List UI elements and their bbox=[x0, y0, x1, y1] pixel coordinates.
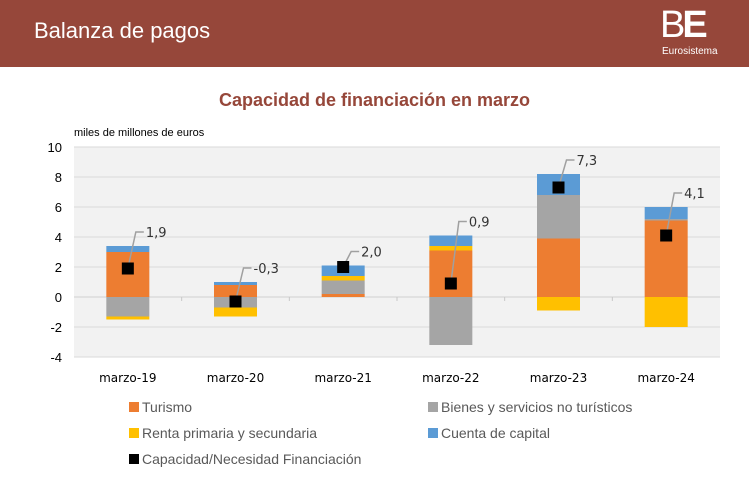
data-label: 1,9 bbox=[146, 226, 167, 241]
data-label: 4,1 bbox=[684, 187, 705, 202]
bar-segment-renta-primaria-y-secundaria bbox=[106, 316, 150, 320]
stacked-bar-chart: miles de millones de euros 10 8 6 4 2 0 -2 -4 1… bbox=[48, 127, 720, 385]
bar-segment-renta-primaria-y-secundaria bbox=[429, 246, 473, 251]
y-axis-label: miles de millones de euros bbox=[74, 127, 205, 139]
y-tick-label: 2 bbox=[55, 260, 62, 275]
legend-swatch bbox=[129, 402, 139, 412]
legend-label: Capacidad/Necesidad Financiación bbox=[142, 451, 362, 467]
legend-swatch bbox=[129, 428, 139, 438]
header-bar: Balanza de pagos BE Eurosistema bbox=[0, 0, 749, 67]
legend-swatch bbox=[428, 402, 438, 412]
bar-segment-cuenta-de-capital bbox=[106, 246, 150, 252]
capacity-marker bbox=[660, 229, 673, 242]
legend-item: Capacidad/Necesidad Financiación bbox=[129, 451, 361, 467]
capacity-marker bbox=[444, 277, 457, 290]
legend-label: Bienes y servicios no turísticos bbox=[441, 399, 633, 415]
x-tick-label: marzo-22 bbox=[422, 371, 479, 385]
legend-item: Renta primaria y secundaria bbox=[129, 425, 317, 441]
bar-segment-renta-primaria-y-secundaria bbox=[321, 276, 365, 281]
banco-de-espana-logo: BE Eurosistema bbox=[660, 6, 720, 60]
page-title: Balanza de pagos bbox=[34, 18, 211, 43]
bar-segment-turismo bbox=[214, 285, 257, 297]
logo-letter-b: B bbox=[660, 4, 685, 46]
y-tick-label: 4 bbox=[55, 230, 62, 245]
bar-segment-turismo bbox=[537, 238, 580, 297]
capacity-marker bbox=[552, 181, 565, 194]
y-tick-label: 8 bbox=[55, 170, 62, 185]
legend-item: Turismo bbox=[129, 399, 192, 415]
logo-mark: BE bbox=[660, 4, 708, 46]
x-tick-label: marzo-24 bbox=[637, 371, 694, 385]
y-tick-label: -2 bbox=[50, 320, 62, 335]
capacity-marker bbox=[121, 262, 134, 275]
data-label: -0,3 bbox=[254, 262, 279, 277]
marker-leader-line bbox=[450, 220, 467, 284]
y-tick-label: 10 bbox=[48, 140, 62, 155]
bar-segment-bienes-y-servicios-no-tur-sticos bbox=[321, 280, 365, 294]
x-tick-label: marzo-19 bbox=[99, 371, 156, 385]
bar-segment-cuenta-de-capital bbox=[644, 207, 688, 219]
legend-swatch bbox=[129, 454, 139, 464]
data-label: 0,9 bbox=[469, 216, 490, 231]
legend-item: Cuenta de capital bbox=[428, 425, 550, 441]
bar-segment-turismo bbox=[429, 250, 473, 297]
y-tick-label: 6 bbox=[55, 200, 62, 215]
bar-segment-bienes-y-servicios-no-tur-sticos bbox=[644, 219, 688, 221]
marker-leader-line bbox=[234, 267, 252, 302]
capacity-marker bbox=[337, 261, 350, 273]
bar-segment-bienes-y-servicios-no-tur-sticos bbox=[429, 297, 473, 345]
bar-segment-renta-primaria-y-secundaria bbox=[214, 307, 257, 317]
legend-swatch bbox=[428, 428, 438, 438]
bar-segment-renta-primaria-y-secundaria bbox=[644, 297, 688, 327]
data-label: 7,3 bbox=[577, 154, 598, 169]
legend-item: Bienes y servicios no turísticos bbox=[428, 399, 632, 415]
legend-label: Cuenta de capital bbox=[441, 425, 550, 441]
x-tick-label: marzo-23 bbox=[530, 371, 587, 385]
capacity-marker bbox=[229, 295, 242, 308]
logo-letter-e: E bbox=[682, 4, 707, 46]
plot-area bbox=[74, 147, 720, 357]
y-tick-label: 0 bbox=[55, 290, 62, 305]
x-tick-label: marzo-21 bbox=[314, 371, 371, 385]
logo-subtitle: Eurosistema bbox=[662, 46, 718, 57]
marker-leader-line bbox=[665, 192, 683, 236]
data-label: 2,0 bbox=[361, 246, 382, 261]
bar-segment-bienes-y-servicios-no-tur-sticos bbox=[106, 297, 150, 317]
bar-segment-turismo bbox=[321, 294, 365, 297]
bar-segment-cuenta-de-capital bbox=[429, 235, 473, 246]
bar-segment-bienes-y-servicios-no-tur-sticos bbox=[537, 195, 580, 239]
bar-segment-renta-primaria-y-secundaria bbox=[537, 297, 580, 311]
y-tick-label: -4 bbox=[50, 350, 62, 365]
legend-label: Renta primaria y secundaria bbox=[142, 425, 318, 441]
marker-leader-line bbox=[127, 231, 144, 269]
legend-label: Turismo bbox=[142, 399, 193, 415]
marker-leader-line bbox=[557, 159, 575, 188]
x-tick-label: marzo-20 bbox=[207, 371, 264, 385]
chart-title: Capacidad de financiación en marzo bbox=[218, 90, 531, 110]
bar-segment-cuenta-de-capital bbox=[214, 282, 257, 285]
